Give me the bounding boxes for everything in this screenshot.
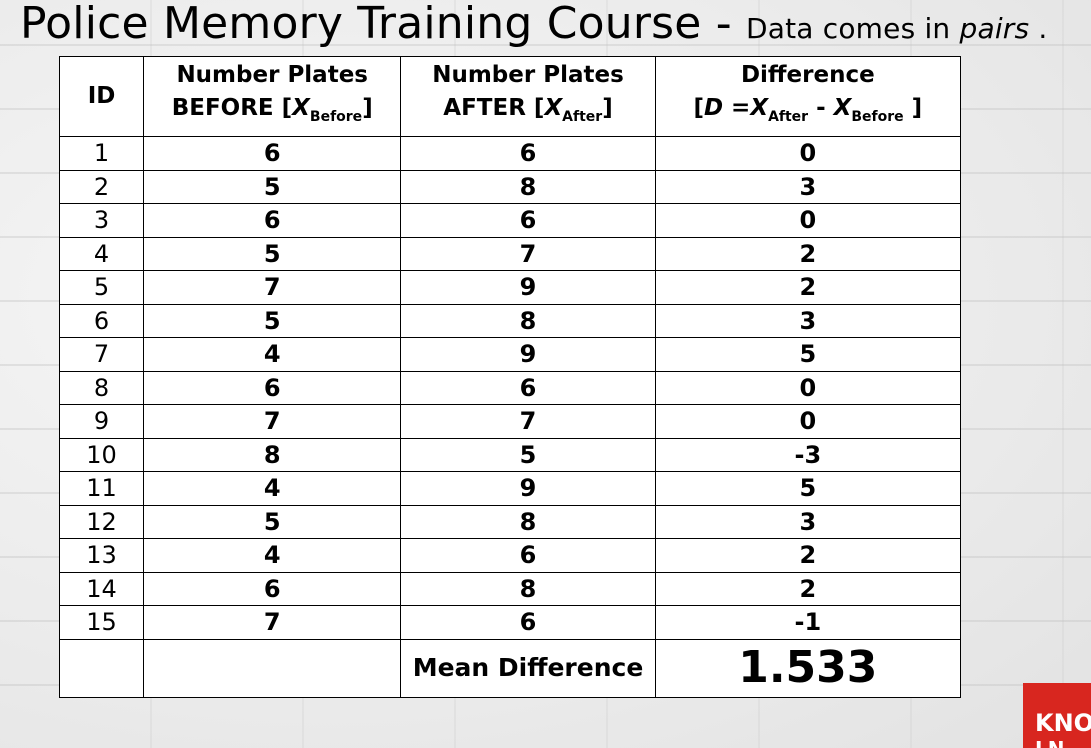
header-difference: Difference [D =XAfter - XBefore ] xyxy=(654,56,962,137)
title-emphasis: pairs xyxy=(959,12,1030,45)
table-header-row: ID Number Plates BEFORE [XBefore] Number… xyxy=(58,56,962,137)
cell-before: 7 xyxy=(143,270,402,305)
table-row: 11 4 9 5 xyxy=(58,471,962,506)
logo-text-line2: LN xyxy=(1035,737,1064,748)
brand-logo: KNO LN xyxy=(1023,683,1091,748)
cell-id: 3 xyxy=(58,203,145,238)
cell-after: 6 xyxy=(400,370,656,405)
cell-difference: 2 xyxy=(654,538,962,573)
cell-before: 7 xyxy=(143,605,402,640)
cell-id: 7 xyxy=(58,337,145,372)
cell-id: 12 xyxy=(58,504,145,539)
mean-row: Mean Difference 1.533 xyxy=(58,638,962,698)
cell-difference: 3 xyxy=(654,303,962,338)
cell-before: 4 xyxy=(143,538,402,573)
cell-before: 6 xyxy=(143,203,402,238)
slide-title: Police Memory Training Course - Data com… xyxy=(20,0,1048,49)
cell-difference: 2 xyxy=(654,270,962,305)
empty-cell xyxy=(58,638,145,698)
cell-id: 13 xyxy=(58,538,145,573)
cell-before: 5 xyxy=(143,169,402,204)
cell-before: 5 xyxy=(143,303,402,338)
cell-after: 6 xyxy=(400,538,656,573)
cell-before: 6 xyxy=(143,136,402,171)
cell-difference: 0 xyxy=(654,136,962,171)
cell-after: 7 xyxy=(400,404,656,439)
cell-difference: 2 xyxy=(654,571,962,606)
paired-data-table: ID Number Plates BEFORE [XBefore] Number… xyxy=(58,56,962,698)
cell-difference: 5 xyxy=(654,337,962,372)
cell-before: 4 xyxy=(143,471,402,506)
mean-difference-label: Mean Difference xyxy=(400,638,656,698)
cell-difference: 0 xyxy=(654,404,962,439)
title-main: Police Memory Training Course - xyxy=(20,0,746,49)
cell-id: 8 xyxy=(58,370,145,405)
table-row: 14 6 8 2 xyxy=(58,571,962,606)
cell-id: 5 xyxy=(58,270,145,305)
header-after: Number Plates AFTER [XAfter] xyxy=(400,56,656,137)
cell-after: 6 xyxy=(400,136,656,171)
cell-id: 14 xyxy=(58,571,145,606)
cell-id: 6 xyxy=(58,303,145,338)
cell-after: 6 xyxy=(400,605,656,640)
cell-id: 11 xyxy=(58,471,145,506)
cell-after: 6 xyxy=(400,203,656,238)
cell-id: 2 xyxy=(58,169,145,204)
cell-difference: 0 xyxy=(654,203,962,238)
cell-before: 6 xyxy=(143,571,402,606)
header-before: Number Plates BEFORE [XBefore] xyxy=(143,56,402,137)
cell-after: 8 xyxy=(400,169,656,204)
cell-after: 9 xyxy=(400,270,656,305)
cell-difference: -1 xyxy=(654,605,962,640)
mean-difference-value: 1.533 xyxy=(654,638,962,698)
cell-after: 9 xyxy=(400,471,656,506)
cell-after: 9 xyxy=(400,337,656,372)
cell-after: 7 xyxy=(400,236,656,271)
cell-id: 9 xyxy=(58,404,145,439)
cell-id: 10 xyxy=(58,437,145,472)
cell-id: 1 xyxy=(58,136,145,171)
cell-difference: 0 xyxy=(654,370,962,405)
cell-after: 8 xyxy=(400,303,656,338)
cell-after: 8 xyxy=(400,571,656,606)
cell-id: 4 xyxy=(58,236,145,271)
cell-after: 8 xyxy=(400,504,656,539)
cell-id: 15 xyxy=(58,605,145,640)
cell-before: 5 xyxy=(143,236,402,271)
cell-difference: 3 xyxy=(654,169,962,204)
empty-cell xyxy=(143,638,402,698)
title-subtitle: Data comes in pairs . xyxy=(745,12,1048,45)
cell-before: 4 xyxy=(143,337,402,372)
table-row: 15 7 6 -1 xyxy=(58,605,962,640)
header-id: ID xyxy=(58,56,145,137)
cell-before: 7 xyxy=(143,404,402,439)
cell-difference: -3 xyxy=(654,437,962,472)
cell-difference: 2 xyxy=(654,236,962,271)
cell-after: 5 xyxy=(400,437,656,472)
cell-difference: 3 xyxy=(654,504,962,539)
logo-text: KNO xyxy=(1035,709,1091,737)
table-row: 10 8 5 -3 xyxy=(58,437,962,472)
cell-before: 6 xyxy=(143,370,402,405)
cell-before: 5 xyxy=(143,504,402,539)
cell-before: 8 xyxy=(143,437,402,472)
table-row: 12 5 8 3 xyxy=(58,504,962,539)
table-row: 13 4 6 2 xyxy=(58,538,962,573)
cell-difference: 5 xyxy=(654,471,962,506)
